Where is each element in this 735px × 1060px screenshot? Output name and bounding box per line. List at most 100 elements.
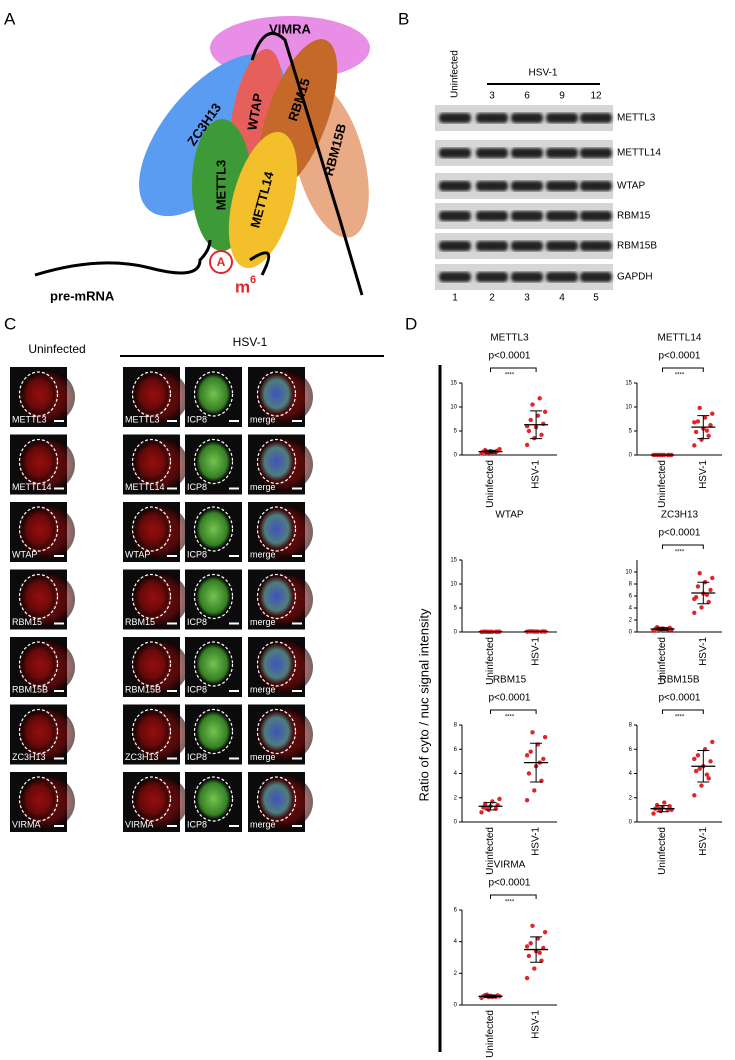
control-label: Uninfected (450, 50, 461, 98)
data-point (530, 923, 535, 929)
channel-label: WTAP (125, 549, 150, 559)
data-point (524, 442, 530, 448)
y-tick-label: 0 (454, 820, 458, 826)
nucleus (196, 711, 231, 752)
nucleus (21, 509, 56, 549)
band (476, 211, 508, 221)
data-point (704, 592, 710, 597)
data-point (528, 417, 533, 423)
data-point (524, 797, 530, 803)
data-point (651, 811, 656, 816)
nucleus-outline (131, 371, 172, 417)
band (476, 272, 508, 282)
data-point (532, 966, 537, 971)
y-tick-label: 2 (629, 618, 633, 624)
channel-label: METTL3 (125, 414, 160, 424)
nucleus (134, 576, 169, 617)
nucleus-outline (131, 641, 172, 687)
bracket (490, 367, 537, 372)
nucleus-outline (193, 708, 234, 755)
data-point (530, 730, 535, 735)
data-point (532, 788, 537, 793)
x-tick-label: HSV-1 (531, 1010, 542, 1039)
data-point (708, 423, 713, 428)
y-tick-label: 0 (454, 453, 458, 459)
channel-label: RBM15 (12, 617, 42, 627)
chart-title: ZC3H13 (661, 510, 699, 521)
band (511, 181, 543, 191)
band (476, 181, 508, 191)
x-tick-label: Uninfected (485, 637, 496, 685)
data-point (695, 584, 701, 589)
chart-title: WTAP (495, 510, 523, 521)
channel-label: RBM15B (125, 684, 161, 694)
band (439, 241, 471, 251)
band-label: METTL3 (617, 113, 656, 124)
complex-diagram: A m 6 pre-mRNA VIMRA ZC3H13 WTAP RBM15 R… (34, 16, 370, 303)
nucleus-outline (18, 438, 59, 485)
data-point (537, 396, 542, 401)
nucleus-outline (131, 573, 172, 620)
channel-label: merge (250, 617, 276, 627)
x-tick-label: HSV-1 (531, 460, 542, 489)
x-tick-label: Uninfected (657, 827, 668, 875)
data-point (539, 432, 544, 438)
y-tick-label: 2 (629, 795, 633, 801)
node-label: METTL3 (213, 160, 228, 211)
nucleus (134, 779, 169, 819)
y-tick-label: 15 (450, 558, 457, 564)
p-value: p<0.0001 (489, 351, 531, 362)
data-point (697, 571, 702, 576)
channel-label: merge (250, 684, 276, 694)
group-label: HSV-1 (529, 68, 558, 79)
data-point (542, 409, 548, 414)
band-label: RBM15 (617, 211, 651, 222)
nucleus-outline (18, 776, 59, 822)
y-tick-label: 2 (454, 971, 458, 977)
band (439, 113, 471, 123)
channel-label: ICP8 (187, 414, 207, 424)
error-bar (656, 627, 669, 631)
data-point (693, 768, 699, 774)
band (511, 113, 543, 123)
nucleus-outline (18, 506, 59, 552)
data-point (497, 447, 502, 452)
data-point (710, 575, 715, 581)
y-tick-label: 4 (629, 771, 633, 777)
data-point (710, 411, 715, 416)
data-point (695, 419, 701, 424)
nucleus (259, 779, 294, 819)
nucleus-outline (193, 506, 234, 552)
y-tick-label: 4 (629, 606, 633, 612)
y-tick-label: 0 (454, 1003, 458, 1009)
y-tick-label: 5 (454, 429, 458, 435)
nucleus-outline (193, 641, 234, 687)
significance: **** (675, 373, 685, 379)
band (511, 272, 543, 282)
data-point (537, 950, 542, 955)
data-point (526, 771, 532, 776)
band (511, 211, 543, 221)
data-point (530, 402, 535, 407)
y-tick-label: 4 (454, 939, 458, 945)
error-bar (697, 415, 710, 440)
y-tick-label: 6 (454, 908, 458, 914)
lane-number: 4 (559, 293, 565, 304)
nucleus-outline (18, 708, 59, 755)
channel-label: RBM15B (12, 684, 48, 694)
lane-number: 2 (489, 293, 495, 304)
band (580, 272, 612, 282)
band-label: GAPDH (617, 272, 653, 283)
x-tick-label: HSV-1 (531, 827, 542, 856)
nucleus (196, 576, 231, 617)
band (511, 241, 543, 251)
channel-label: ICP8 (187, 752, 207, 762)
channel-label: METTL14 (12, 482, 52, 492)
data-point (692, 756, 697, 762)
channel-label: ICP8 (187, 549, 207, 559)
y-tick-label: 8 (629, 582, 633, 588)
band (439, 211, 471, 221)
data-point (706, 433, 711, 438)
error-bar (530, 410, 543, 440)
timepoint: 9 (559, 91, 565, 102)
